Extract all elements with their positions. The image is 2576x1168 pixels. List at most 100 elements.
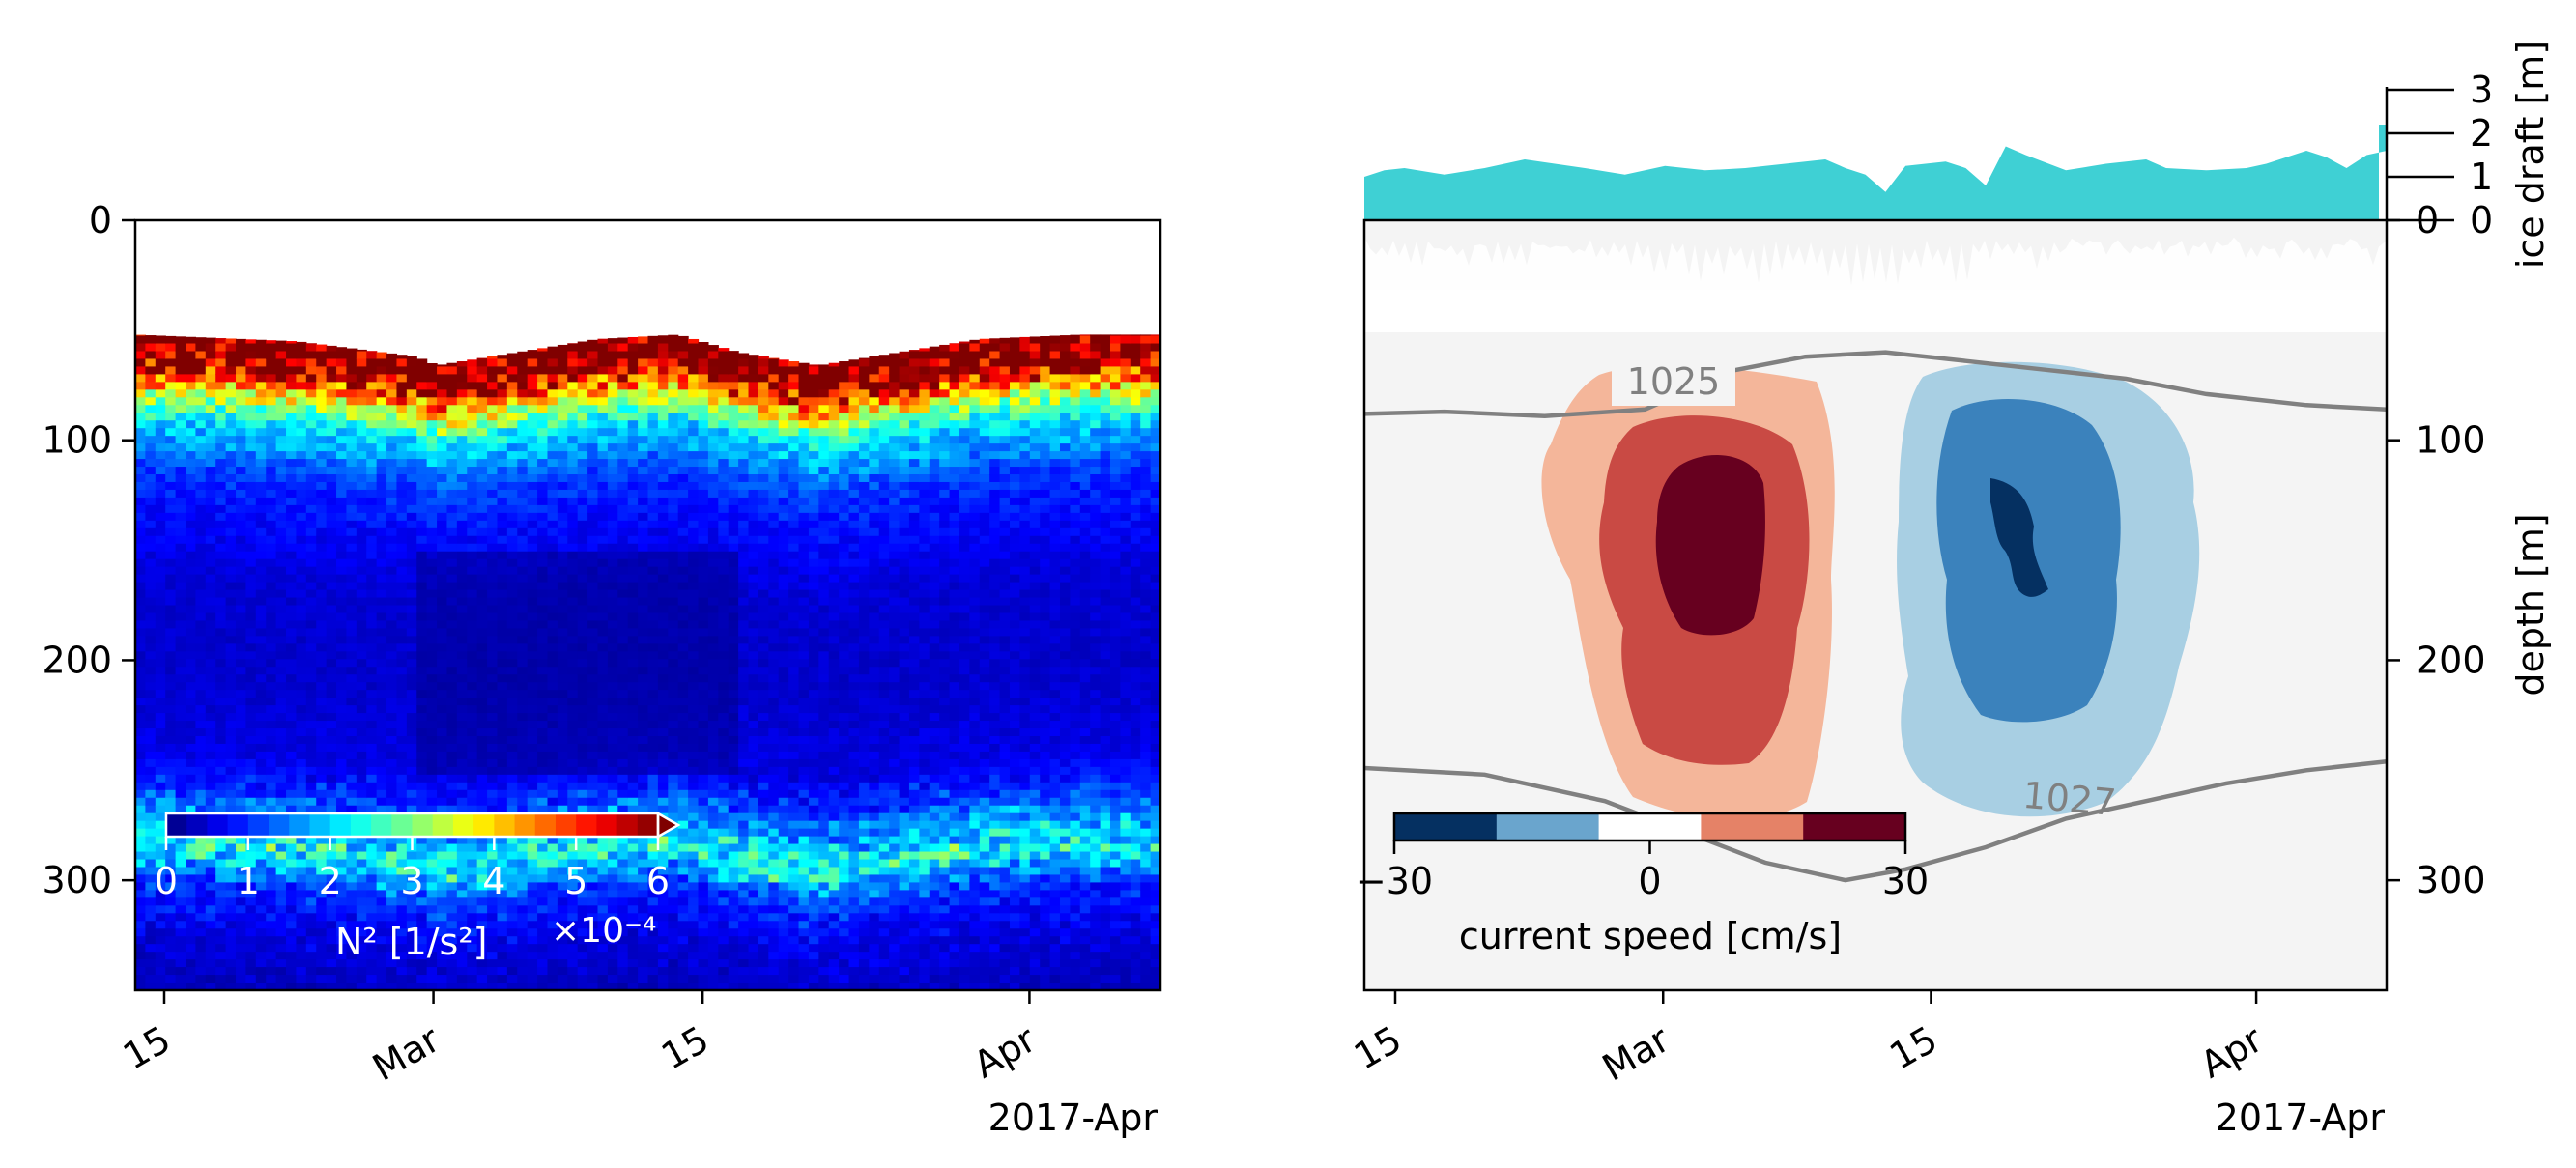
n2-cell (255, 766, 267, 776)
n2-cell (155, 636, 166, 644)
n2-cell (155, 882, 166, 891)
n2-cell (236, 743, 247, 753)
n2-cell (657, 512, 669, 522)
n2-cell (266, 928, 277, 937)
n2-cell (527, 797, 538, 807)
n2-cell (627, 735, 639, 745)
n2-cell (236, 890, 247, 898)
n2-cell (718, 921, 730, 929)
n2-cell (175, 698, 186, 706)
n2-cell (728, 489, 739, 499)
n2-cell (376, 413, 387, 421)
n2-cell (195, 959, 207, 968)
n2-cell (366, 721, 378, 729)
n2-cell (326, 728, 337, 737)
n2-cell (396, 436, 408, 444)
n2-cell (446, 928, 458, 937)
n2-cell (155, 952, 166, 960)
n2-cell (547, 782, 558, 791)
n2-cell (688, 504, 700, 514)
n2-cell (718, 389, 730, 398)
n2-cell (275, 921, 287, 929)
n2-cell (487, 659, 499, 668)
n2-cell (437, 535, 448, 545)
n2-cell (175, 728, 186, 737)
n2-cell (476, 413, 488, 421)
n2-cell (688, 558, 700, 568)
n2-cell (517, 459, 529, 468)
n2-cell (416, 983, 428, 990)
n2-cell (597, 405, 609, 413)
n2-cell (215, 774, 227, 783)
n2-cell (547, 558, 558, 568)
n2-cell (236, 358, 247, 368)
n2-cell (587, 389, 599, 398)
n2-cell (326, 921, 337, 929)
n2-cell (286, 605, 298, 614)
n2-cell (275, 836, 287, 845)
n2-cell (135, 520, 146, 529)
n2-cell (647, 751, 659, 760)
n2-cell (627, 628, 639, 637)
n2-cell (406, 897, 417, 906)
n2-cell (366, 897, 378, 906)
n2-cell (195, 566, 207, 576)
n2-cell (467, 574, 478, 584)
n2-cell (366, 397, 378, 406)
n2-cell (316, 397, 328, 406)
n2-cell (145, 597, 157, 607)
n2-cell (718, 828, 730, 838)
n2-cell (437, 520, 448, 529)
n2-cell (638, 420, 649, 429)
n2-cell (205, 605, 216, 614)
n2-cell (366, 782, 378, 791)
n2-cell (346, 928, 358, 937)
n2-cell (497, 905, 508, 914)
n2-cell (698, 612, 709, 622)
n2-cell (506, 789, 518, 799)
n2-cell (547, 459, 558, 468)
n2-cell (346, 952, 358, 960)
n2-cell (205, 983, 216, 990)
n2-cell (506, 859, 518, 869)
n2-cell (627, 967, 639, 976)
n2-cell (587, 928, 599, 937)
n2-cell (366, 535, 378, 545)
n2-cell (255, 343, 267, 353)
n2-cell (296, 358, 307, 368)
n2-cell (557, 797, 568, 807)
n2-cell (647, 436, 659, 444)
n2-cell (245, 867, 257, 876)
n2-cell (638, 843, 649, 853)
n2-cell (255, 605, 267, 614)
n2-cell (205, 636, 216, 644)
n2-cell (155, 651, 166, 660)
n2-cell (476, 612, 488, 622)
n2-cell (275, 374, 287, 383)
n2-cell (305, 566, 317, 576)
n2-cell (286, 443, 298, 452)
n2-cell (416, 851, 428, 861)
n2-cell (266, 451, 277, 460)
n2-cell (195, 504, 207, 514)
n2-cell (587, 351, 599, 360)
n2-cell (305, 836, 317, 845)
n2-cell (647, 459, 659, 468)
n2-cell (426, 481, 438, 491)
n2-cell (245, 467, 257, 475)
n2-cell (396, 913, 408, 922)
n2-cell (406, 504, 417, 514)
n2-cell (245, 459, 257, 468)
n2-cell (326, 605, 337, 614)
n2-cell (437, 905, 448, 914)
n2-cell (597, 735, 609, 745)
n2-cell (456, 674, 468, 683)
n2-cell (145, 397, 157, 406)
n2-cell (406, 405, 417, 413)
n2-cell (517, 382, 529, 390)
n2-cell (467, 628, 478, 637)
n2-cell (446, 643, 458, 652)
n2-cell (587, 366, 599, 375)
n2-cell (657, 959, 669, 968)
n2-cell (406, 743, 417, 753)
